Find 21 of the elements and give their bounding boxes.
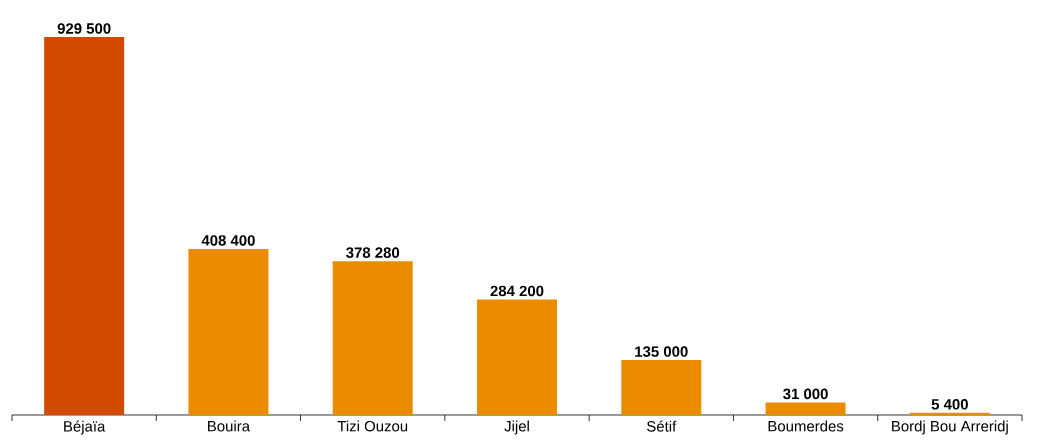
data-label: 929 500 [57,23,111,34]
bar [44,36,125,415]
bar [909,412,990,415]
data-label: 135 000 [635,346,688,357]
x-tick-label: Sétif [647,420,677,432]
x-tick-label: Boumerdes [768,420,844,432]
x-tick-label: Béjaïa [64,420,106,435]
bar [477,299,558,415]
bar [332,261,413,415]
x-tick-label: Jijel [504,420,529,435]
x-tick-label: Bouira [208,420,251,432]
x-tick-label: Tizi Ouzou [337,420,408,432]
data-label: 31 000 [783,388,828,400]
data-label: 5 400 [931,399,968,410]
data-label: 408 400 [201,235,255,246]
bar [621,360,702,415]
data-label: 378 280 [346,247,400,258]
x-tick-label: Bordj Bou Arreridj [892,420,1008,435]
data-label: 284 200 [490,285,544,297]
bar [188,248,269,415]
bar [765,402,846,415]
